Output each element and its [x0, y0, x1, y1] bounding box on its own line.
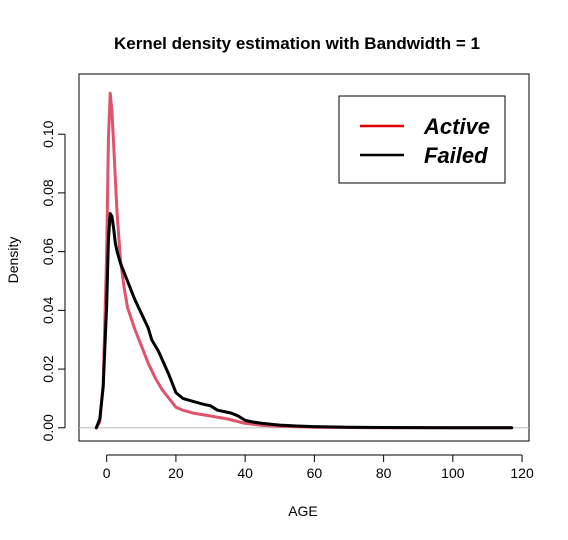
x-axis-ticks: 0 20 40 60 80 100 120 [103, 455, 534, 481]
x-tick-label: 20 [168, 465, 184, 481]
y-tick-label: 0.00 [40, 414, 56, 441]
x-tick-label: 120 [510, 465, 534, 481]
legend-label-active: Active [423, 114, 490, 139]
series-line-failed [94, 212, 514, 430]
plot-frame [78, 73, 530, 442]
x-tick-label: 100 [441, 465, 465, 481]
x-tick-label: 0 [103, 465, 111, 481]
y-tick-label: 0.06 [40, 238, 56, 265]
legend: Active Failed [338, 95, 506, 184]
legend-box [338, 95, 506, 184]
x-tick-label: 80 [376, 465, 392, 481]
x-tick-label: 60 [307, 465, 323, 481]
legend-label-failed: Failed [424, 143, 488, 168]
x-axis-label: AGE [288, 503, 318, 519]
y-tick-label: 0.02 [40, 355, 56, 382]
series-layer [94, 91, 514, 430]
y-tick-label: 0.10 [40, 120, 56, 147]
y-axis-label: Density [5, 237, 21, 284]
y-tick-label: 0.08 [40, 179, 56, 206]
y-axis-ticks: 0.00 0.02 0.04 0.06 0.08 0.10 [40, 120, 65, 441]
x-tick-label: 40 [237, 465, 253, 481]
chart-title: Kernel density estimation with Bandwidth… [114, 34, 480, 53]
y-tick-label: 0.04 [40, 297, 56, 324]
